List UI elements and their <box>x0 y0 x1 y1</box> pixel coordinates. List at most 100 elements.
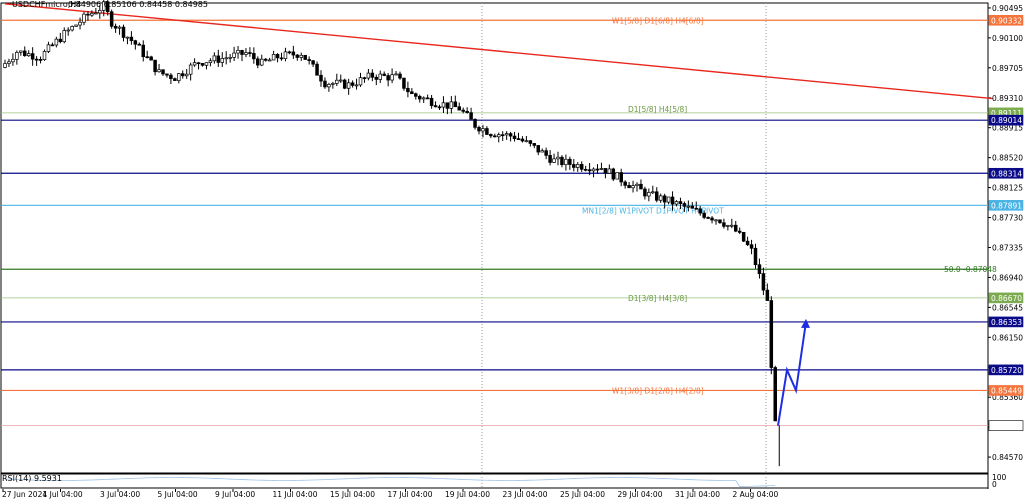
x-tick-label: 31 Jul 04:00 <box>675 490 720 499</box>
candle-body <box>378 73 383 80</box>
candle-body <box>698 208 702 214</box>
candle-body <box>737 230 742 233</box>
level-label: D1[3/8] H4[3/8] <box>628 294 687 303</box>
candle-body <box>74 24 78 27</box>
candle-body <box>524 140 529 143</box>
rsi-line <box>4 477 776 487</box>
candle-body <box>50 44 55 47</box>
candle-body <box>291 51 296 56</box>
candle-body <box>682 203 687 207</box>
candle-body <box>457 106 462 111</box>
candle-body <box>121 26 126 38</box>
x-tick-label: 29 Jul 04:00 <box>618 490 663 499</box>
price-tag-box <box>988 292 1024 304</box>
candle-body <box>370 72 375 78</box>
level-label: D1[5/8] H4[5/8] <box>628 105 687 114</box>
candle-body <box>662 195 667 203</box>
candle-body <box>38 59 43 61</box>
y-tick-label: 0.88520 <box>992 154 1023 163</box>
candle-body <box>694 207 698 210</box>
candle-body <box>627 185 631 189</box>
candle-body <box>631 185 635 189</box>
candle-body <box>441 102 446 108</box>
candle-body <box>477 127 481 132</box>
candle-body <box>544 150 548 156</box>
candle-body <box>307 59 311 62</box>
candle-body <box>90 12 94 16</box>
plot-frame <box>0 2 989 474</box>
y-tick-label: 0.90100 <box>992 34 1023 43</box>
candle-body <box>283 51 288 59</box>
y-tick-label: 0.86545 <box>992 303 1023 312</box>
candle-body <box>706 217 710 219</box>
candle-body <box>599 168 604 170</box>
candle-body <box>548 155 552 163</box>
candle-body <box>591 168 596 172</box>
candle-body <box>157 69 161 73</box>
candle-body <box>666 196 671 203</box>
price-tag: 0.90332 <box>991 16 1022 25</box>
x-tick-label: 19 Jul 04:00 <box>445 490 490 499</box>
candle-body <box>382 73 386 76</box>
candle-body <box>425 97 430 100</box>
candle-body <box>572 164 576 168</box>
candle-body <box>757 264 762 274</box>
candle-body <box>350 82 355 86</box>
price-tag: 0.85720 <box>991 366 1022 375</box>
y-tick-label: 0.88915 <box>992 124 1023 133</box>
candle-body <box>583 168 588 171</box>
candle-body <box>643 188 647 197</box>
level-label: W1[5/8] D1[6/8] H4[6/8] <box>612 16 704 25</box>
candle-body <box>342 79 347 89</box>
x-tick-label: 3 Jul 04:00 <box>100 490 140 499</box>
candle-body <box>615 172 619 180</box>
candle-body <box>654 191 659 201</box>
candle-body <box>512 135 517 139</box>
candle-body <box>62 30 66 43</box>
candle-body <box>674 201 679 205</box>
candle-body <box>271 53 276 61</box>
candle-body <box>256 58 260 66</box>
candle-body <box>66 29 70 32</box>
candle-body <box>465 111 469 113</box>
candle-body <box>335 79 339 84</box>
candle-body <box>619 172 623 183</box>
candle-body <box>145 56 149 59</box>
candle-body <box>188 64 193 75</box>
candle-body <box>461 109 465 112</box>
candle-body <box>516 138 521 140</box>
price-tag: 0.88314 <box>991 169 1022 178</box>
candle-body <box>710 217 714 221</box>
candle-body <box>635 183 639 186</box>
candle-body <box>141 44 146 58</box>
y-tick-label: 0.86940 <box>992 273 1023 282</box>
candle-body <box>493 135 497 138</box>
candle-body <box>520 138 525 142</box>
candle-body <box>232 52 236 58</box>
price-tag-box <box>988 420 1024 431</box>
candle-body <box>453 101 458 108</box>
candle-body <box>26 53 31 57</box>
y-tick-label: 0.86150 <box>992 333 1023 342</box>
candle-body <box>402 77 406 89</box>
candle-body <box>647 192 651 197</box>
candle-body <box>497 134 501 138</box>
candle-body <box>196 62 201 65</box>
y-tick-label: 0.85360 <box>992 393 1023 402</box>
candle-body <box>575 164 580 168</box>
candle-body <box>579 164 584 170</box>
candle-body <box>339 79 343 82</box>
candle-body <box>323 80 327 88</box>
price-tag: 0.86670 <box>991 294 1022 303</box>
candle-body <box>15 51 19 60</box>
level-label: MN1[2/8] W1PIVOT D1PIVOT H4PIVOT <box>582 206 724 215</box>
candle-body <box>117 26 122 29</box>
candle-body <box>86 13 90 16</box>
price-tag-box <box>988 114 1024 126</box>
x-tick-label: 27 Jun 2024 <box>2 490 47 499</box>
price-tag: 0.85449 <box>991 386 1022 395</box>
x-tick-label: 5 Jul 04:00 <box>158 490 198 499</box>
candle-body <box>362 77 367 80</box>
